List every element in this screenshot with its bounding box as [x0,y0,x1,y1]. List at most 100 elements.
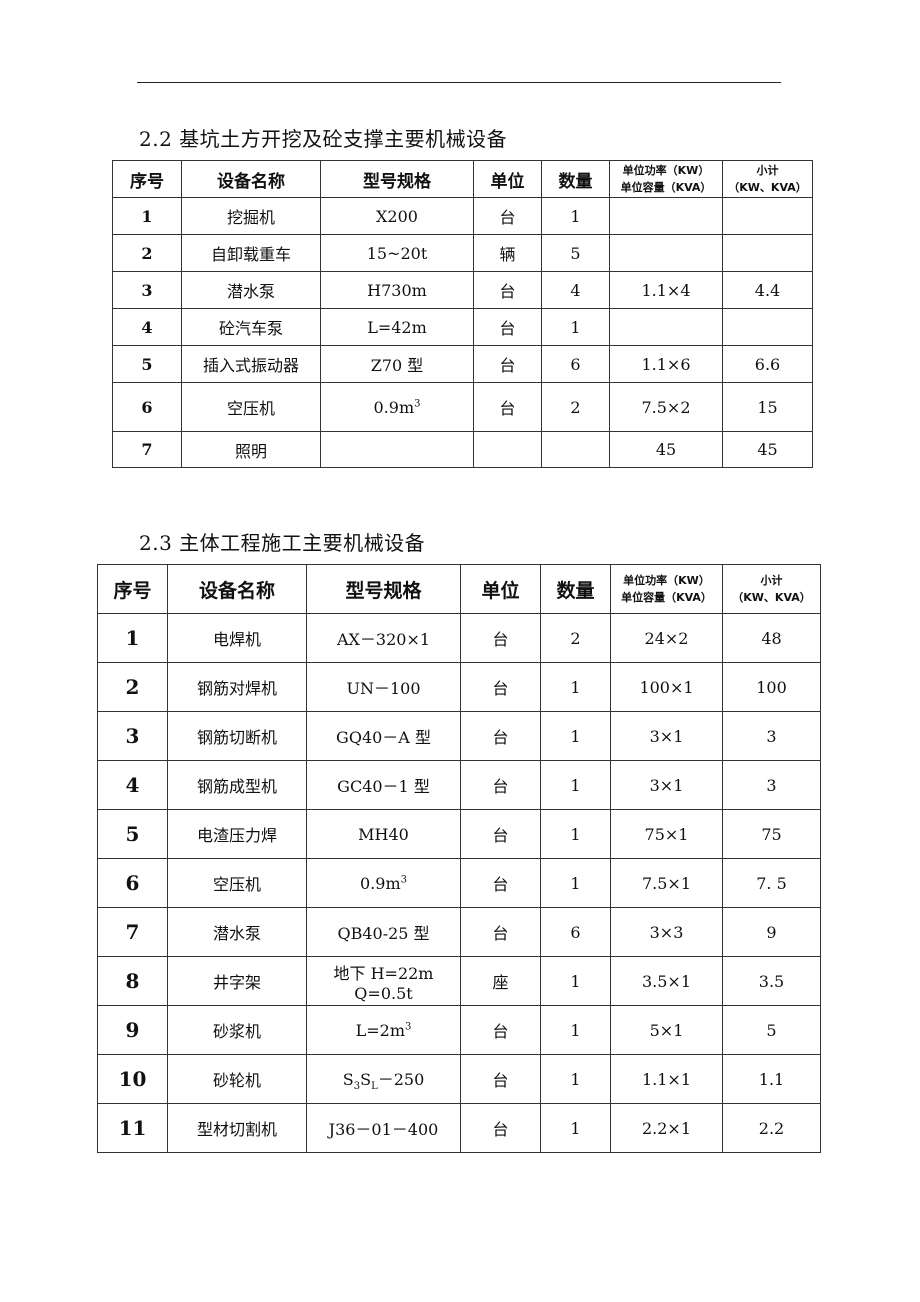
cell-spec [320,431,474,468]
cell-spec: J36－01－400 [306,1103,461,1153]
cell-subtotal: 15 [722,382,813,432]
header-unit: 单位 [460,564,541,614]
cell-unit: 台 [460,1103,541,1153]
table-row: 3 钢筋切断机 GQ40－A 型台 1 3×1 3 [97,711,821,761]
cell-name: 砼汽车泵 [181,308,321,346]
cell-name: 插入式振动器 [181,345,321,383]
cell-unit-power: 3.5×1 [610,956,723,1006]
table-row: 5 插入式振动器 Z70 型台 6 1.1×6 6.6 [112,345,813,383]
cell-subtotal [722,308,813,346]
cell-qty: 4 [541,271,610,309]
cell-seq: 5 [97,809,168,859]
header-rule [137,82,781,83]
cell-spec: 0.9m3 [320,382,474,432]
cell-unit: 台 [473,197,542,235]
table-row: 6 空压机 0.9m3 台 2 7.5×2 15 [112,382,813,432]
header-line: （KW、KVA） [728,181,807,194]
header-name: 设备名称 [167,564,307,614]
equipment-table-main-structure: 序号 设备名称 型号规格 单位 数量 单位功率（KW） 单位容量（KVA） 小计 （KW、KVA… [97,564,821,1153]
cell-unit: 台 [460,760,541,810]
table-row: 7 照明 45 45 [112,431,813,468]
cell-qty: 1 [540,760,611,810]
header-line: 单位容量（KVA） [620,181,712,194]
cell-seq: 3 [112,271,182,309]
cell-spec: QB40-25 型 [306,907,461,957]
cell-name: 钢筋成型机 [167,760,307,810]
table-row: 2 自卸载重车 15~20t 辆 5 [112,234,813,272]
cell-name: 潜水泵 [167,907,307,957]
cell-name: 照明 [181,431,321,468]
cell-subtotal: 45 [722,431,813,468]
cell-spec: L=2m3 [306,1005,461,1055]
table-row: 6 空压机 0.9m3 台 1 7.5×1 7. 5 [97,858,821,908]
cell-seq: 6 [97,858,168,908]
cell-unit: 台 [473,271,542,309]
cell-qty: 1 [540,858,611,908]
cell-unit: 辆 [473,234,542,272]
cell-seq: 1 [97,613,168,663]
cell-unit-power: 7.5×2 [609,382,723,432]
cell-unit [473,431,542,468]
header-line: 单位功率（KW） [622,164,710,177]
table-header-row: 序号 设备名称 型号规格 单位 数量 单位功率（KW） 单位容量（KVA） 小计 （KW、KVA… [97,564,821,614]
header-line: 单位功率（KW） [623,574,710,587]
table-row: 8 井字架 地下 H=22m Q=0.5t 座 1 3.5×1 3.5 [97,956,821,1006]
cell-unit-power: 1.1×4 [609,271,723,309]
table-row: 3 潜水泵 H730m 台 4 1.1×4 4.4 [112,271,813,309]
cell-unit-power: 45 [609,431,723,468]
cell-seq: 5 [112,345,182,383]
cell-name: 型材切割机 [167,1103,307,1153]
cell-unit-power [609,197,723,235]
cell-qty: 1 [540,1054,611,1104]
cell-qty: 5 [541,234,610,272]
header-subtotal: 小计 （KW、KVA） [722,564,821,614]
cell-subtotal: 48 [722,613,821,663]
cell-unit: 台 [460,907,541,957]
cell-qty: 2 [540,613,611,663]
header-seq: 序号 [97,564,168,614]
cell-subtotal: 3.5 [722,956,821,1006]
cell-name: 挖掘机 [181,197,321,235]
cell-spec: 0.9m3 [306,858,461,908]
cell-unit-power: 100×1 [610,662,723,712]
table-row: 1 挖掘机 X200 台 1 [112,197,813,235]
cell-name: 自卸载重车 [181,234,321,272]
header-unit-power: 单位功率（KW） 单位容量（KVA） [610,564,723,614]
table-row: 4 砼汽车泵 L=42m 台 1 [112,308,813,346]
section-heading-2-3: 2.3 主体工程施工主要机械设备 [139,531,426,555]
cell-unit: 台 [460,1054,541,1104]
cell-unit-power [609,234,723,272]
cell-spec: X200 [320,197,474,235]
cell-unit-power: 1.1×1 [610,1054,723,1104]
cell-seq: 9 [97,1005,168,1055]
cell-unit: 台 [460,858,541,908]
cell-seq: 2 [97,662,168,712]
cell-unit: 座 [460,956,541,1006]
cell-seq: 6 [112,382,182,432]
cell-name: 空压机 [167,858,307,908]
cell-spec: Z70 型 [320,345,474,383]
cell-qty: 1 [540,1103,611,1153]
cell-unit: 台 [460,809,541,859]
cell-name: 空压机 [181,382,321,432]
cell-seq: 1 [112,197,182,235]
cell-subtotal: 5 [722,1005,821,1055]
cell-qty: 1 [540,956,611,1006]
cell-subtotal: 2.2 [722,1103,821,1153]
header-unit: 单位 [473,160,542,198]
cell-unit: 台 [460,613,541,663]
cell-spec: H730m [320,271,474,309]
cell-unit-power: 1.1×6 [609,345,723,383]
header-line: （KW、KVA） [732,591,811,604]
header-spec: 型号规格 [320,160,474,198]
cell-unit: 台 [460,662,541,712]
table-row: 4 钢筋成型机 GC40－1 型台 1 3×1 3 [97,760,821,810]
cell-qty: 1 [540,809,611,859]
cell-spec: L=42m [320,308,474,346]
table-row: 5 电渣压力焊 MH40 台 1 75×1 75 [97,809,821,859]
cell-spec: 地下 H=22m Q=0.5t [306,956,461,1006]
cell-seq: 11 [97,1103,168,1153]
cell-name: 电渣压力焊 [167,809,307,859]
cell-qty: 1 [540,1005,611,1055]
cell-name: 砂浆机 [167,1005,307,1055]
